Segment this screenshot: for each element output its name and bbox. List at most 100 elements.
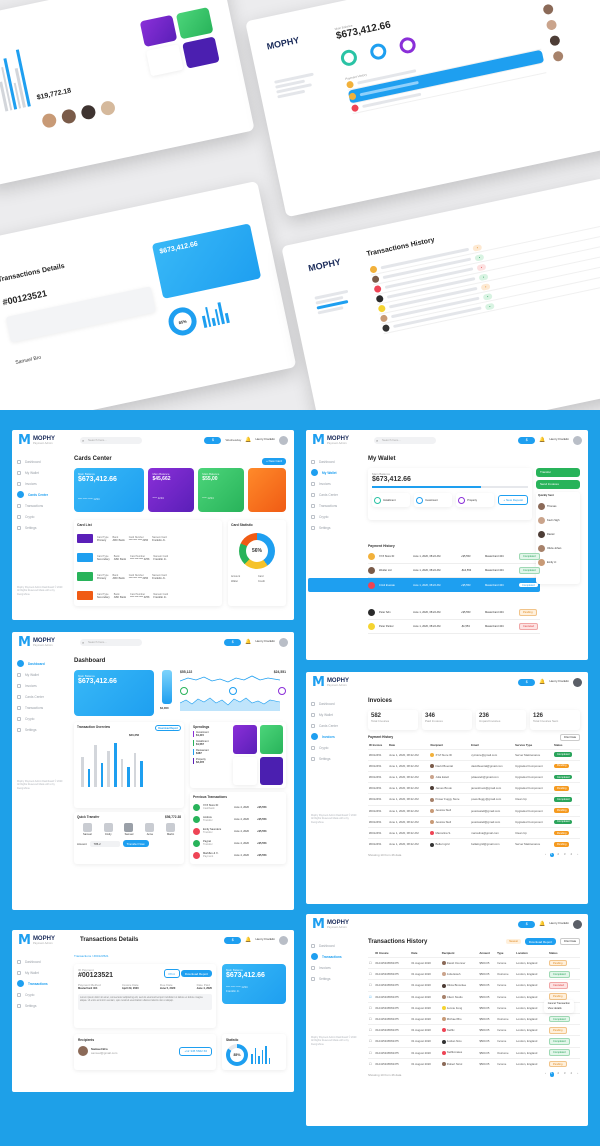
history-row-selected[interactable]: Crind Everate June 1, 2020, 08:22 AM +$5,5… [308,578,540,592]
nav-settings[interactable]: Settings [311,522,357,533]
balance-pill[interactable]: $ [518,920,536,928]
prev-row[interactable]: Paypal Transfer June 4, 2020 +$5,553 [193,837,283,849]
nav-crypto[interactable]: Crypto [17,511,63,522]
balance-pill[interactable]: $ [518,436,536,444]
table-row[interactable]: #0012451 June 1, 2020, 08:22 AM XYZ Store … [368,748,580,761]
nav-transactions[interactable]: Transactions [17,702,63,713]
quick-person[interactable]: Emily Jr. [538,555,578,569]
history-row[interactable]: Peter Sdn June 1, 2020, 08:22 AM +$5,553 Ma… [368,606,540,620]
prev-row[interactable]: XYZ Store ID Cashback June 4, 2020 +$5,553 [193,801,283,813]
search-input[interactable]: Search here... [80,638,142,646]
nav-dashboard[interactable]: Dashboard [311,940,357,951]
nav-settings[interactable]: Settings [311,753,357,764]
table-row[interactable]: ☐ #12415346563475 01 August 2020 Michael Br… [368,1012,580,1025]
page-4[interactable]: 4 [570,852,572,856]
quick-person[interactable]: Olivia Johan [538,541,578,555]
table-row[interactable]: #0012451 June 1, 2020, 08:22 AM Marcelina … [368,826,580,839]
menu-cancel-transaction[interactable]: Cancel Transaction [547,1002,570,1005]
nav-wallet[interactable]: My Wallet [311,709,357,720]
page-2[interactable]: 2 [557,1072,559,1076]
nav-transactions[interactable]: Transactions [17,978,63,989]
search-input[interactable]: Search here... [374,436,436,444]
download-report-button[interactable]: Download Report [155,725,181,731]
card-list-row[interactable]: Card Type Secondary Bank ABC Bank Card Num… [77,586,219,605]
table-row[interactable]: ☐ #12415346563475 01 August 2020 Netflix $50… [368,1024,580,1036]
download-report-button[interactable]: Download Report [180,970,212,977]
transfer-person[interactable]: Anna [145,823,155,836]
transfer-person[interactable]: Martin [166,823,176,836]
avatar[interactable] [279,935,288,945]
balance-pill[interactable]: $ [224,638,242,646]
nav-cards[interactable]: Cards Center [17,691,63,702]
bell-icon[interactable]: 🔔 [539,679,546,685]
bell-icon[interactable]: 🔔 [245,937,252,943]
tile-installment[interactable] [259,725,283,754]
bell-icon[interactable]: 🔔 [539,921,546,927]
nav-invoices[interactable]: Invoices [311,962,357,973]
nav-wallet[interactable]: My Wallet [311,467,357,478]
transfer-person[interactable]: Samuel [82,823,92,836]
card-list-row[interactable]: Card Type Secondary Bank ABC Bank Card Num… [77,548,219,567]
page-prev[interactable]: ‹ [544,852,546,856]
nav-crypto[interactable]: Crypto [311,511,357,522]
table-row[interactable]: ☐ #12415346563475 01 August 2020 Olivia Bro… [368,979,580,992]
table-row[interactable]: #0012451 June 1, 2020, 08:22 AM Bella Ingr… [368,838,580,850]
avatar[interactable] [279,435,288,445]
nav-dashboard[interactable]: Dashboard [17,956,63,967]
logo[interactable]: M MOPHY Payment Admin [312,674,349,690]
quick-person[interactable]: Kevin Sigh [538,513,578,527]
card-2[interactable]: Main Balance $55,00 **** 1234 [198,468,245,512]
logo[interactable]: M MOPHY Payment Admin [312,916,349,932]
balance-pill[interactable]: $ [204,436,222,444]
nav-dashboard[interactable]: Dashboard [17,658,63,669]
card-3[interactable] [248,468,286,512]
avatar[interactable] [279,637,288,647]
logo[interactable]: M MOPHY Payment Admin [18,634,55,650]
send-invoices-button[interactable]: Send Invoices [536,480,580,489]
filter-button[interactable]: Filter Data [560,734,580,741]
nav-wallet[interactable]: My Wallet [17,467,63,478]
page-next[interactable]: › [577,852,579,856]
logo[interactable]: M MOPHY Payment Admin [18,932,55,948]
amount-input[interactable]: 786.2 [89,840,120,847]
nav-transactions[interactable]: Transactions [311,500,357,511]
nav-dashboard[interactable]: Dashboard [17,456,63,467]
main-balance-card[interactable]: Main Balance $673,412.66 [74,670,154,716]
table-row[interactable]: #0012451 June 1, 2020, 08:22 AM Julia Este… [368,770,580,783]
table-row[interactable]: #0012451 June 1, 2020, 08:22 AM Jessica St… [368,804,580,817]
bell-icon[interactable]: 🔔 [539,437,546,443]
nav-dashboard[interactable]: Dashboard [311,698,357,709]
page-2[interactable]: 2 [557,852,559,856]
bell-icon[interactable]: 🔔 [245,639,252,645]
balance-pill[interactable]: $ [224,936,242,944]
page-1[interactable]: 1 [549,852,554,858]
newest-dropdown[interactable]: Newest [506,939,521,944]
nav-wallet[interactable]: My Wallet [17,967,63,978]
history-row[interactable]: Weider Ltd June 1, 2020, 08:22 AM -$14,553… [368,564,540,578]
table-row[interactable]: #0012451 June 1, 2020, 08:22 AM Jessica St… [368,815,580,828]
nav-invoices[interactable]: Invoices [311,478,357,489]
page-1[interactable]: 1 [549,1072,554,1077]
nav-cards[interactable]: Cards Center [311,720,357,731]
nav-invoices[interactable]: Invoices [17,478,63,489]
nav-cards[interactable]: Cards Center [17,489,63,500]
nav-wallet[interactable]: My Wallet [17,669,63,680]
avatar[interactable] [573,435,582,445]
new-card-button[interactable]: + New Card [262,457,286,465]
balance-pill[interactable]: $ [518,678,536,686]
prev-row[interactable]: Andrew Transfer June 4, 2020 +$5,553 [193,813,283,825]
quick-person[interactable]: Daniel [538,527,578,541]
nav-transactions[interactable]: Transactions [17,500,63,511]
menu-view-details[interactable]: View details [547,1006,562,1010]
nav-crypto[interactable]: Crypto [311,742,357,753]
download-report-button[interactable]: Download Report [524,938,557,945]
nav-invoices[interactable]: Invoices [17,680,63,691]
new-deposit-button[interactable]: + New Deposit [498,495,529,505]
table-row[interactable]: ☐ #12415346563475 01 August 2020 Robert Nic… [368,1057,580,1070]
page-4[interactable]: 4 [570,1072,572,1076]
transfer-now-button[interactable]: Transfer Now [122,840,149,847]
table-row[interactable]: ☐ #12415346563475 01 August 2020 Jordan Nic… [368,1035,580,1047]
nav-transactions[interactable]: Transactions [311,951,357,962]
logo[interactable]: M MOPHY Payment Admin [18,432,55,448]
transfer-person[interactable]: Samuel [124,823,134,836]
